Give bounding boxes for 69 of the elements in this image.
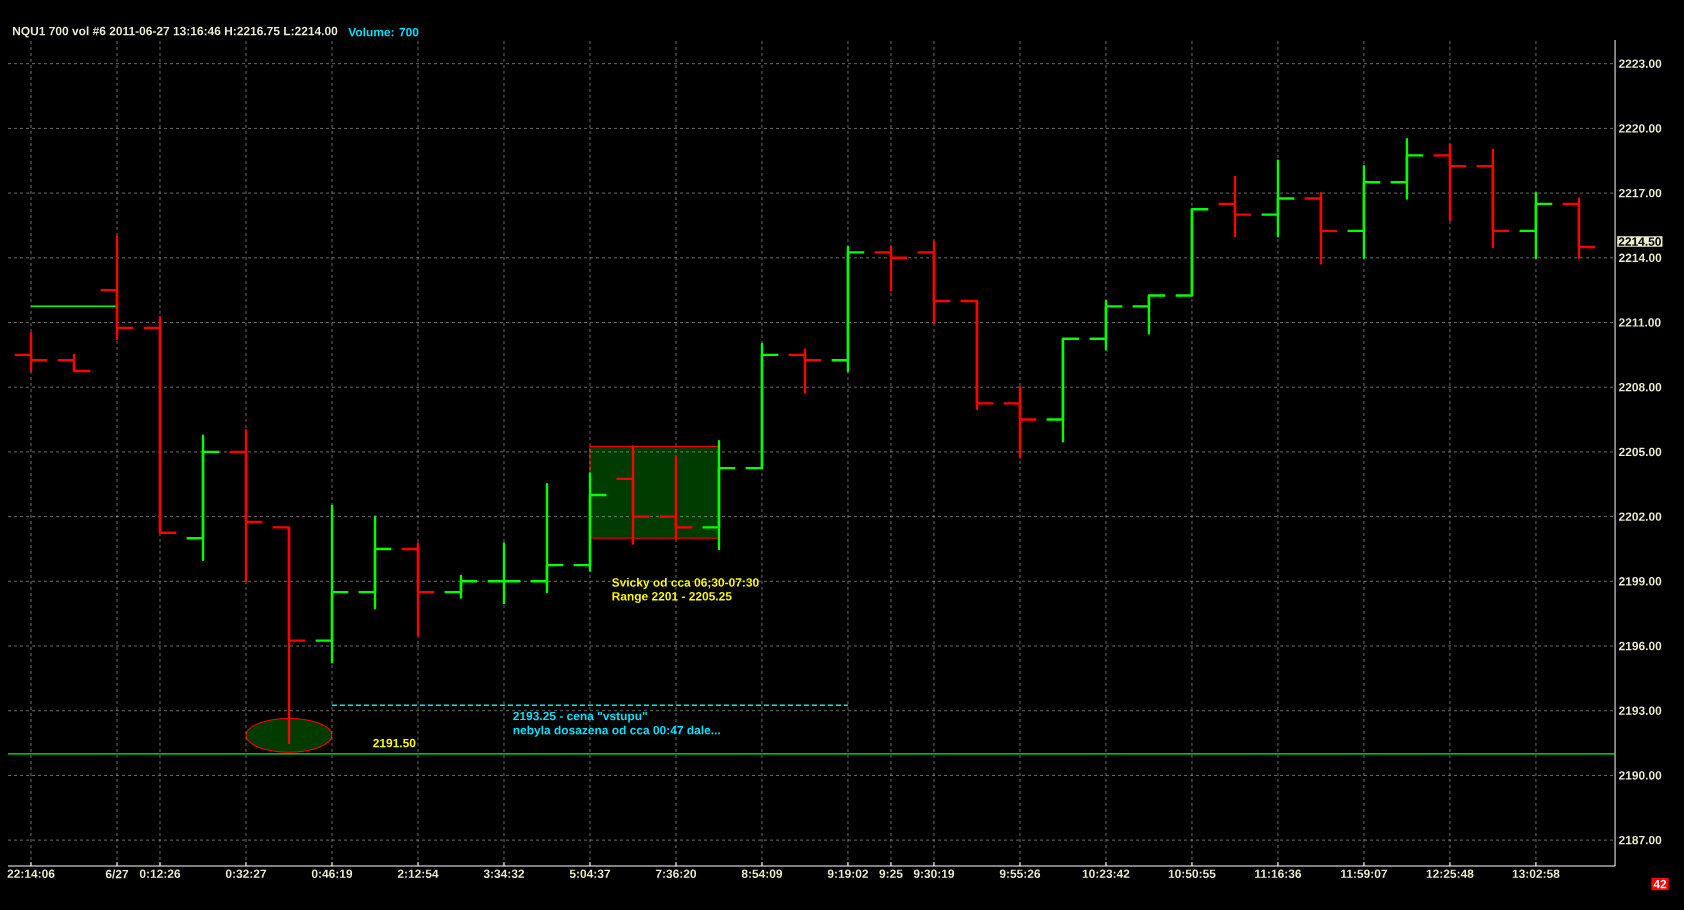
x-tick-label: 5:04:37 <box>569 869 611 879</box>
candlestick <box>1389 137 1425 200</box>
candlestick <box>1088 299 1124 351</box>
annotation: nebyla dosazena od cca 00:47 dale... <box>513 725 720 737</box>
y-tick-label: 2196.00 <box>1618 641 1662 651</box>
x-tick-label: 22:14:06 <box>7 869 55 878</box>
candlestick <box>1002 386 1038 459</box>
x-tick-label: 13:02:58 <box>1512 869 1560 879</box>
x-tick-label: 9:55:26 <box>999 869 1041 878</box>
candlestick <box>1346 164 1382 260</box>
y-tick-label: 2199.00 <box>1618 577 1662 586</box>
chart-title: NQU1 700 vol #6 2011-06-27 13:16:46 H:2216.75 L:2214.00 <box>13 26 338 38</box>
y-tick-label: 2217.00 <box>1618 188 1662 198</box>
x-tick-label: 8:54:09 <box>741 869 783 878</box>
y-tick-label: 2202.00 <box>1618 512 1662 521</box>
x-tick-label: 3:34:32 <box>483 869 525 879</box>
candlestick <box>228 429 264 583</box>
candlestick <box>314 504 350 664</box>
candlestick <box>830 245 866 373</box>
x-tick-label: 9:19:02 <box>827 869 869 878</box>
candlestick <box>400 542 436 637</box>
x-tick-label: 0:12:26 <box>139 869 181 878</box>
candlestick <box>1561 197 1597 260</box>
y-tick-label: 2220.00 <box>1618 124 1662 133</box>
candlestick <box>916 240 952 324</box>
y-tick-label: 2190.00 <box>1618 771 1662 780</box>
candlestick <box>529 483 565 594</box>
y-tick-label: 2187.00 <box>1618 835 1662 845</box>
y-tick-label: 2193.00 <box>1618 706 1662 715</box>
x-tick-label: 0:32:27 <box>225 869 267 879</box>
candlestick <box>185 434 221 561</box>
candlestick <box>873 245 909 292</box>
candlestick <box>1303 191 1339 265</box>
x-tick-label: 11:16:36 <box>1255 869 1302 879</box>
x-tick-label: 9:25 <box>879 869 903 878</box>
x-tick-label: 0:46:19 <box>311 869 353 878</box>
candlestick <box>1518 191 1554 260</box>
y-tick-label: 2223.00 <box>1618 59 1662 68</box>
x-tick-label: 10:23:42 <box>1082 869 1130 879</box>
annotation: 2193.25 - cena "vstupu" <box>513 711 647 723</box>
candlestick <box>1260 159 1296 238</box>
chart-subtitle: Volume: 700 <box>348 27 419 37</box>
annotation: Range 2201 - 2205.25 <box>612 592 732 603</box>
candlestick <box>99 235 135 340</box>
candlestick <box>1432 143 1468 222</box>
candlestick <box>357 515 393 610</box>
x-tick-label: 9:30:19 <box>913 869 955 879</box>
candlestick <box>572 472 608 572</box>
annotation: 2191.50 <box>373 738 416 748</box>
y-tick-label: 2205.00 <box>1618 447 1662 457</box>
y-tick-label: 2211.00 <box>1618 318 1661 327</box>
y-tick-label: 2214.00 <box>1618 253 1662 263</box>
x-tick-label: 11:59:07 <box>1341 869 1387 878</box>
candlestick <box>13 332 49 373</box>
x-tick-label: 10:50:55 <box>1168 869 1216 878</box>
candlestick <box>1217 175 1253 238</box>
x-tick-label: 12:25:48 <box>1426 869 1474 878</box>
candlestick <box>443 574 479 599</box>
x-tick-label: 2:12:54 <box>397 869 439 878</box>
y-tick-label: 2208.00 <box>1618 382 1662 392</box>
x-tick-label: 6/27 <box>105 869 129 879</box>
text: 42 <box>1653 879 1667 889</box>
candlestick <box>701 439 737 551</box>
x-tick-label: 7:36:20 <box>655 869 697 879</box>
candlestick <box>1475 148 1511 249</box>
annotation: Svicky od cca 06;30-07:30 <box>612 577 759 590</box>
candlestick <box>486 542 522 605</box>
candlestick <box>787 348 823 394</box>
text: 2214.50 <box>1618 237 1661 246</box>
